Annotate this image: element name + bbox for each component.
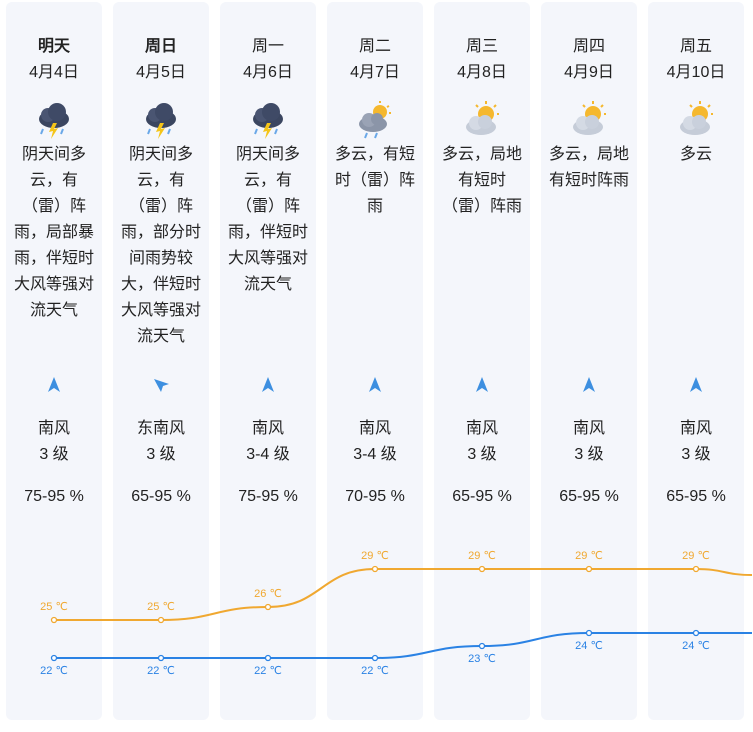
forecast-day-card: 周五 4月10日 多云 南风 3 级 65-95 % [648,2,744,720]
day-date: 4月7日 [350,64,400,81]
day-date: 4月5日 [136,64,186,81]
partly-cloudy-icon [676,100,716,140]
day-name: 周一 [251,38,284,55]
wind-level: 3-4 级 [246,446,290,463]
weather-description: 阴天间多云，有（雷）阵雨，伴短时大风等强对流天气 [227,146,308,293]
forecast-day-card: 周三 4月8日 多云，局地有短时（雷）阵雨 南风 3 级 65-95 % [434,2,530,720]
high-temp-label: 29 ℃ [468,550,496,562]
low-temp-point [264,654,272,662]
day-date: 4月4日 [29,64,79,81]
partly-cloudy-rain-icon [355,100,395,140]
high-temp-point [50,616,58,624]
low-temp-label: 23 ℃ [468,653,496,665]
low-temp-point [371,654,379,662]
low-temp-line [54,631,752,660]
weather-description: 多云，有短时（雷）阵雨 [334,146,415,215]
partly-cloudy-icon [569,100,609,140]
wind-level: 3 级 [146,446,176,463]
wind-arrow-north-icon [44,375,64,395]
weather-description: 多云，局地有短时阵雨 [548,146,629,189]
low-temp-label: 22 ℃ [40,665,68,677]
weather-description: 多云 [679,146,712,163]
low-temp-label: 22 ℃ [361,665,389,677]
wind-level: 3 级 [681,446,711,463]
high-temp-label: 29 ℃ [575,550,603,562]
thunderstorm-icon [141,100,181,140]
low-temp-point [692,629,700,637]
wind-arrow-north-icon [258,375,278,395]
wind-direction: 南风 [679,420,712,437]
day-name: 周二 [358,38,391,55]
high-temp-point [478,565,486,573]
high-temp-line [54,567,753,622]
forecast-day-card: 明天 4月4日 阴天间多云，有（雷）阵雨，局部暴雨，伴短时大风等强对流天气 南风… [6,2,102,720]
high-temp-label: 26 ℃ [254,588,282,600]
day-date: 4月9日 [564,64,614,81]
wind-level: 3 级 [467,446,497,463]
humidity: 65-95 % [559,488,619,505]
humidity: 75-95 % [24,488,84,505]
humidity: 70-95 % [345,488,405,505]
day-name: 明天 [37,38,70,55]
forecast-day-card: 周四 4月9日 多云，局地有短时阵雨 南风 3 级 65-95 % [541,2,637,720]
low-temp-point [157,654,165,662]
wind-direction: 南风 [358,420,391,437]
day-name: 周日 [144,38,177,55]
high-temp-point [264,603,272,611]
wind-level: 3 级 [39,446,69,463]
high-temp-label: 25 ℃ [147,601,175,613]
thunderstorm-icon [34,100,74,140]
low-temp-label: 22 ℃ [147,665,175,677]
humidity: 65-95 % [131,488,191,505]
low-temp-point [50,654,58,662]
day-name: 周三 [465,38,498,55]
wind-direction: 南风 [572,420,605,437]
wind-arrow-north-icon [365,375,385,395]
wind-arrow-northwest-icon [151,375,171,395]
thunderstorm-icon [248,100,288,140]
wind-direction: 东南风 [136,420,185,437]
high-temp-label: 25 ℃ [40,601,68,613]
forecast-day-card: 周日 4月5日 阴天间多云，有（雷）阵雨，部分时间雨势较大，伴短时大风等强对流天… [113,2,209,720]
humidity: 65-95 % [452,488,512,505]
high-temp-label: 29 ℃ [361,550,389,562]
day-date: 4月8日 [457,64,507,81]
humidity: 75-95 % [238,488,298,505]
weather-description: 多云，局地有短时（雷）阵雨 [441,146,522,215]
high-temp-point [585,565,593,573]
day-name: 周五 [679,38,712,55]
high-temp-point [692,565,700,573]
wind-direction: 南风 [251,420,284,437]
low-temp-label: 24 ℃ [682,640,710,652]
low-temp-point [478,642,486,650]
day-date: 4月10日 [666,64,726,81]
low-temp-label: 22 ℃ [254,665,282,677]
wind-level: 3-4 级 [353,446,397,463]
forecast-day-card: 周一 4月6日 阴天间多云，有（雷）阵雨，伴短时大风等强对流天气 南风 3-4 … [220,2,316,720]
low-temp-point [585,629,593,637]
wind-arrow-north-icon [579,375,599,395]
day-date: 4月6日 [243,64,293,81]
high-temp-label: 29 ℃ [682,550,710,562]
weather-description: 阴天间多云，有（雷）阵雨，局部暴雨，伴短时大风等强对流天气 [13,146,94,319]
wind-arrow-north-icon [472,375,492,395]
wind-arrow-north-icon [686,375,706,395]
wind-direction: 南风 [465,420,498,437]
high-temp-point [371,565,379,573]
forecast-day-card: 周二 4月7日 多云，有短时（雷）阵雨 南风 3-4 级 70-95 % [327,2,423,720]
partly-cloudy-icon [462,100,502,140]
humidity: 65-95 % [666,488,726,505]
weather-description: 阴天间多云，有（雷）阵雨，部分时间雨势较大，伴短时大风等强对流天气 [120,146,201,345]
low-temp-label: 24 ℃ [575,640,603,652]
wind-direction: 南风 [37,420,70,437]
high-temp-point [157,616,165,624]
day-name: 周四 [572,38,605,55]
wind-level: 3 级 [574,446,604,463]
